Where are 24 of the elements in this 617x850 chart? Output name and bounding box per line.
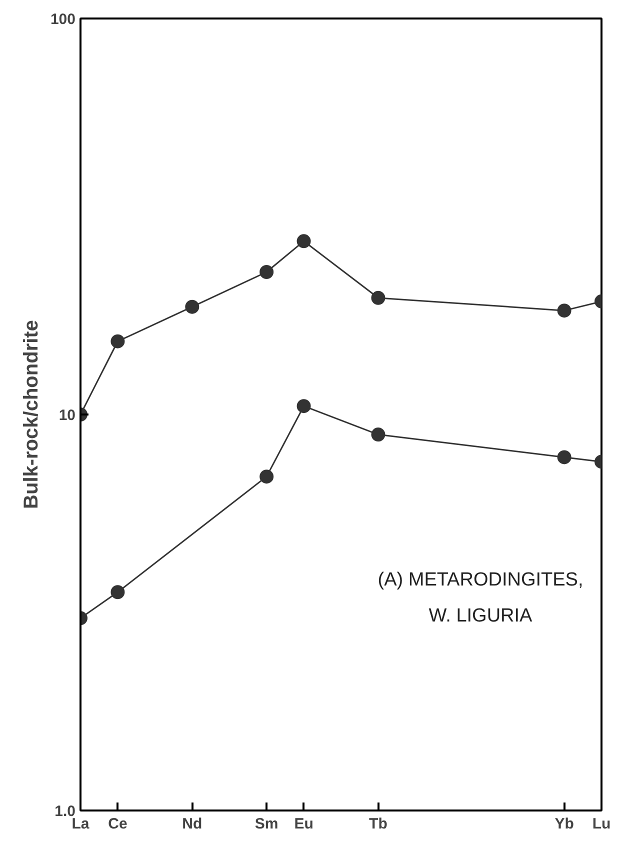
point <box>296 399 311 414</box>
y-tick-label: 10 <box>58 407 76 424</box>
annotation: (A) METARODINGITES, <box>378 570 584 590</box>
y-tick-label: 100 <box>50 11 76 28</box>
x-tick-label: Eu <box>294 816 314 832</box>
x-tick-label: Sm <box>254 816 278 832</box>
point <box>557 304 572 318</box>
point <box>296 234 311 248</box>
x-tick-label: La <box>72 816 90 832</box>
point <box>110 334 125 348</box>
point <box>260 470 274 484</box>
x-tick-label: Lu <box>592 816 611 832</box>
x-tick-label: Tb <box>369 816 388 832</box>
point <box>185 300 200 314</box>
x-tick-label: Yb <box>554 816 574 832</box>
point <box>371 290 386 305</box>
point <box>110 585 125 600</box>
point <box>557 450 572 464</box>
y-axis-title: Bulk-rock/chondrite <box>20 320 42 509</box>
annotation: W. LIGURIA <box>428 606 533 626</box>
point <box>371 428 386 442</box>
x-tick-label: Ce <box>108 816 128 832</box>
point <box>260 265 274 279</box>
x-tick-label: Nd <box>182 816 202 832</box>
